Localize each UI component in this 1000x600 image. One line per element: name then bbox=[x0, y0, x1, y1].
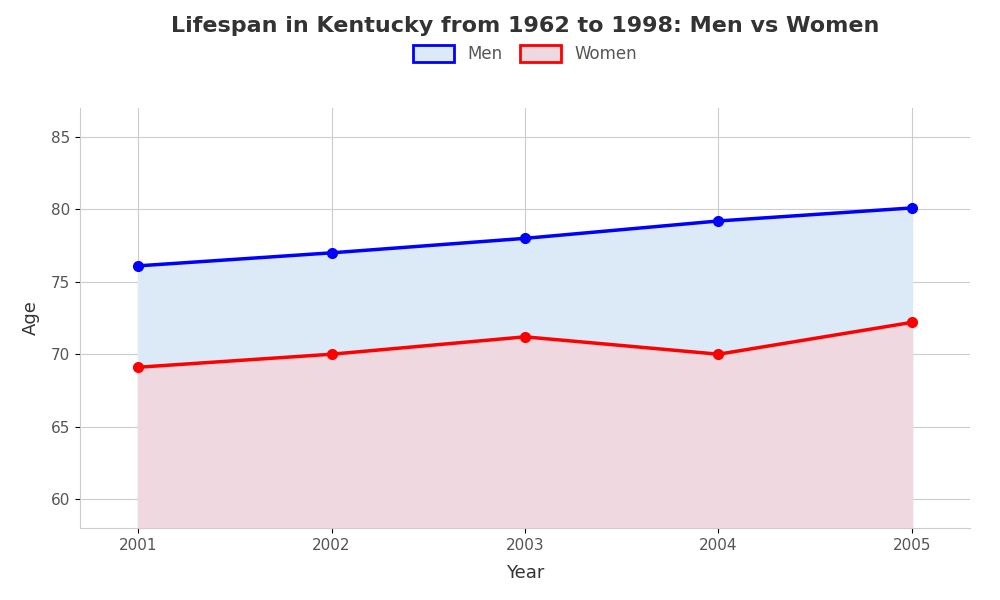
Women bbox=[132, 364, 144, 371]
Y-axis label: Age: Age bbox=[22, 301, 40, 335]
Men bbox=[132, 262, 144, 269]
Line: Women: Women bbox=[133, 317, 917, 372]
Women bbox=[712, 350, 724, 358]
X-axis label: Year: Year bbox=[506, 564, 544, 582]
Men bbox=[906, 205, 918, 212]
Legend: Men, Women: Men, Women bbox=[413, 45, 637, 63]
Women bbox=[906, 319, 918, 326]
Men bbox=[519, 235, 531, 242]
Men bbox=[712, 217, 724, 224]
Women bbox=[326, 350, 338, 358]
Men bbox=[326, 249, 338, 256]
Line: Men: Men bbox=[133, 203, 917, 271]
Women bbox=[519, 333, 531, 340]
Title: Lifespan in Kentucky from 1962 to 1998: Men vs Women: Lifespan in Kentucky from 1962 to 1998: … bbox=[171, 16, 879, 35]
